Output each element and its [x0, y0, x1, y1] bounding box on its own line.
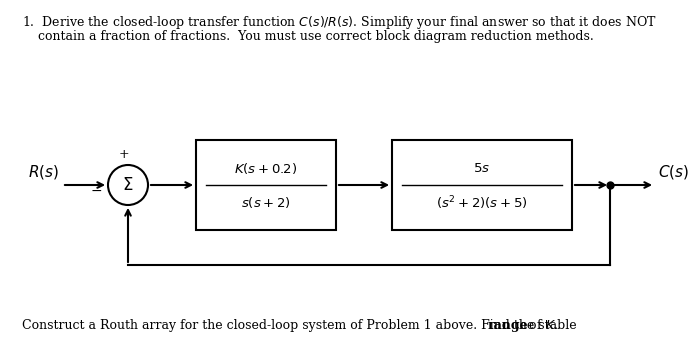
Bar	[196, 140, 336, 230]
Text: −: −	[90, 184, 102, 198]
Text: +: +	[119, 148, 129, 161]
Text: 1.  Derive the closed-loop transfer function $C(s)/R(s)$. Simplify your final an: 1. Derive the closed-loop transfer funct…	[22, 14, 657, 31]
Text: $s(s + 2)$: $s(s + 2)$	[241, 195, 291, 210]
Text: $\Sigma$: $\Sigma$	[122, 176, 134, 193]
Text: $R(s)$: $R(s)$	[28, 163, 59, 181]
Text: range: range	[488, 319, 529, 332]
Text: $C(s)$: $C(s)$	[658, 163, 689, 181]
Bar	[392, 140, 572, 230]
Text: $K(s + 0.2)$: $K(s + 0.2)$	[235, 162, 298, 176]
Text: Construct a Routh array for the closed-loop system of Problem 1 above. Find the : Construct a Routh array for the closed-l…	[22, 319, 581, 332]
Text: contain a fraction of fractions.  You must use correct block diagram reduction m: contain a fraction of fractions. You mus…	[22, 30, 594, 43]
Text: $(s^2 + 2)(s + 5)$: $(s^2 + 2)(s + 5)$	[437, 194, 527, 212]
Text: of $K$.: of $K$.	[525, 318, 558, 332]
Text: $5s$: $5s$	[473, 163, 491, 175]
